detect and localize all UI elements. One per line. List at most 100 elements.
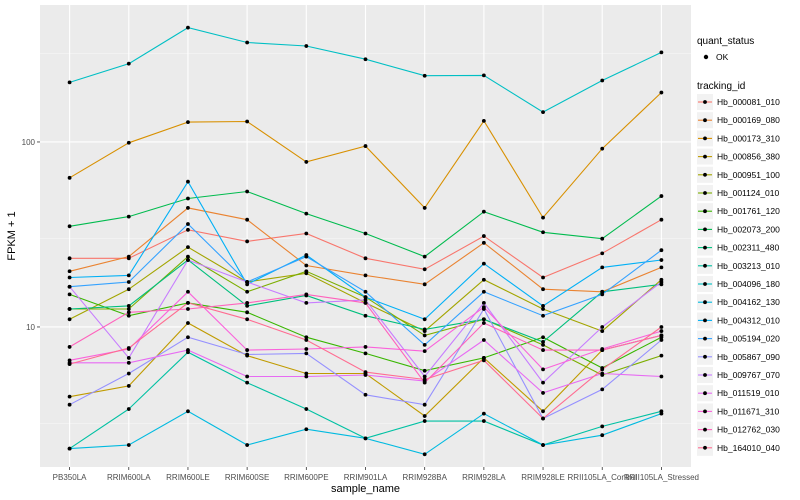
data-point xyxy=(186,307,190,311)
x-tick-label: RRIM928LE xyxy=(521,473,565,482)
legend-label: Hb_004162_130 xyxy=(717,297,780,307)
data-point xyxy=(363,300,368,305)
data-point xyxy=(659,258,664,262)
data-point xyxy=(363,144,368,148)
data-point xyxy=(186,25,190,30)
data-point xyxy=(422,327,427,332)
data-point xyxy=(245,289,250,294)
data-point xyxy=(541,275,545,280)
legend-key-point xyxy=(703,427,707,432)
legend-label: Hb_005867_090 xyxy=(717,352,780,362)
y-tick-label: 100 xyxy=(22,138,36,147)
data-point xyxy=(363,392,368,397)
data-point xyxy=(541,367,545,372)
data-point xyxy=(600,387,605,392)
data-point xyxy=(659,353,664,358)
data-point xyxy=(304,231,309,236)
data-point xyxy=(67,402,72,407)
x-tick-label: RRIM600LE xyxy=(166,473,210,482)
data-point xyxy=(659,411,664,416)
data-point xyxy=(422,380,427,385)
data-point xyxy=(67,256,72,261)
data-point xyxy=(600,146,605,151)
data-point xyxy=(186,335,190,340)
shape-legend-label: OK xyxy=(716,52,729,62)
data-point xyxy=(67,345,72,349)
data-point xyxy=(481,317,486,322)
data-point xyxy=(363,289,368,294)
legend-label: Hb_000081_010 xyxy=(717,97,780,107)
data-point xyxy=(363,313,368,318)
data-point xyxy=(659,338,664,342)
data-point xyxy=(481,240,486,245)
data-point xyxy=(304,292,309,297)
data-point xyxy=(67,275,72,280)
data-point xyxy=(67,394,72,399)
legend-label: Hb_002311_480 xyxy=(717,243,780,253)
legend-label: Hb_000951_100 xyxy=(717,170,780,180)
data-point xyxy=(304,351,309,356)
legend-key-point xyxy=(703,263,707,268)
data-point xyxy=(245,189,250,194)
data-point xyxy=(541,230,545,235)
data-point xyxy=(541,110,545,115)
data-point xyxy=(67,224,72,229)
data-point xyxy=(304,160,309,164)
data-point xyxy=(422,452,427,457)
data-point xyxy=(422,374,427,379)
data-point xyxy=(659,280,664,284)
data-point xyxy=(186,196,190,201)
data-point xyxy=(541,335,545,340)
legend-label: Hb_000173_310 xyxy=(717,133,780,143)
data-point xyxy=(245,310,250,315)
x-axis: PB350LA RRIM600LA RRIM600LE RRIM600SE RRIM60… xyxy=(53,467,699,482)
data-point xyxy=(481,338,486,342)
data-point xyxy=(422,282,427,287)
data-point xyxy=(126,407,131,411)
data-point xyxy=(126,287,131,292)
data-point xyxy=(304,427,309,432)
data-point xyxy=(186,245,190,250)
data-point xyxy=(541,340,545,344)
x-tick-label: RRIM600SE xyxy=(225,473,269,482)
data-point xyxy=(186,179,190,184)
data-point xyxy=(541,416,545,421)
data-point xyxy=(126,360,131,365)
data-point xyxy=(126,443,131,447)
legend-key-point xyxy=(703,318,707,323)
data-point xyxy=(422,333,427,338)
data-point xyxy=(245,374,250,379)
legend-key-point xyxy=(703,336,707,341)
data-point xyxy=(600,371,605,376)
data-point xyxy=(541,313,545,318)
data-point xyxy=(304,371,309,376)
data-point xyxy=(67,175,72,180)
data-point xyxy=(422,368,427,373)
data-point xyxy=(126,307,131,311)
data-point xyxy=(126,384,131,388)
data-point xyxy=(481,209,486,214)
grid-lines xyxy=(40,5,691,467)
legend-key-point xyxy=(703,118,707,123)
data-point xyxy=(422,402,427,407)
data-point xyxy=(245,352,250,357)
data-point xyxy=(126,254,131,259)
data-point xyxy=(363,370,368,375)
data-point xyxy=(422,267,427,272)
color-legend-items: Hb_000081_010 Hb_000169_080 Hb_000173_310 H… xyxy=(697,94,780,456)
data-point xyxy=(186,289,190,294)
data-point xyxy=(126,356,131,360)
x-tick-label: RRIM928BA xyxy=(402,473,447,482)
shape-legend-key-point xyxy=(703,54,709,60)
data-point xyxy=(186,222,190,226)
data-point xyxy=(600,251,605,256)
data-point xyxy=(422,414,427,418)
data-point xyxy=(186,348,190,352)
data-point xyxy=(245,303,250,308)
legend-key-point xyxy=(703,391,707,396)
y-tick-label: 10 xyxy=(26,323,35,332)
data-point xyxy=(126,346,131,350)
data-point xyxy=(481,234,486,238)
data-point xyxy=(422,206,427,210)
data-point xyxy=(126,280,131,284)
